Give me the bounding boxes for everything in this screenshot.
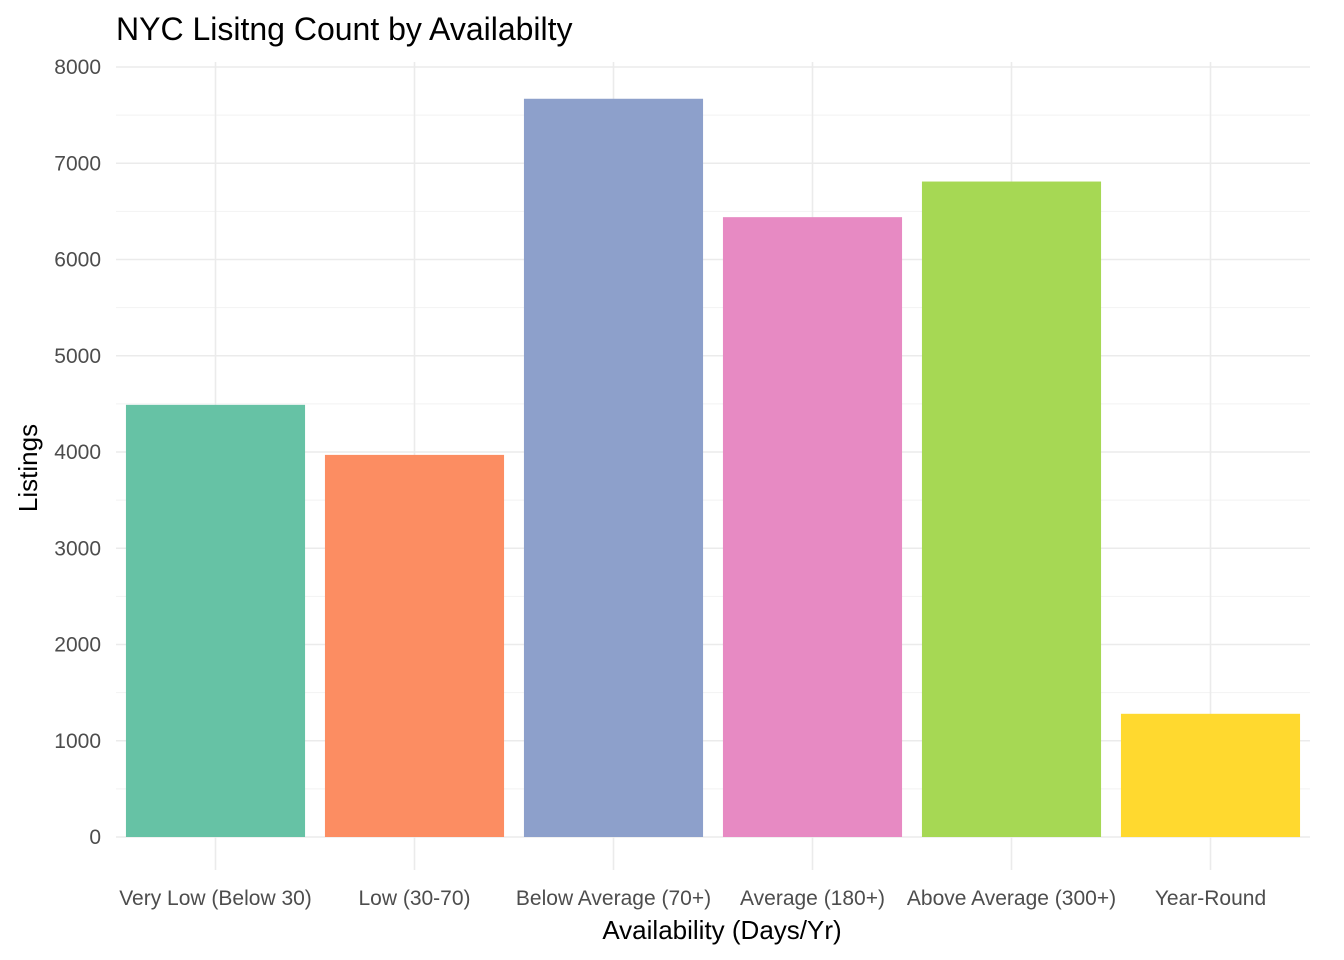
y-tick-labels: 0 1000 2000 3000 4000 5000 6000 7000 8000 (54, 56, 101, 849)
bars (125, 98, 1301, 838)
y-tick-label: 8000 (54, 56, 101, 79)
y-tick-label: 1000 (54, 730, 101, 753)
bar (722, 217, 903, 837)
x-tick-labels: Very Low (Below 30) Low (30-70) Below Aver… (119, 887, 1266, 910)
y-tick-label: 7000 (54, 152, 101, 175)
x-tick-label: Below Average (70+) (516, 887, 711, 910)
chart-title: NYC Lisitng Count by Availabilty (116, 11, 573, 47)
x-axis-title: Availability (Days/Yr) (602, 915, 841, 945)
y-tick-label: 2000 (54, 634, 101, 657)
y-tick-label: 3000 (54, 537, 101, 560)
bar (1120, 713, 1301, 837)
y-tick-label: 6000 (54, 249, 101, 272)
x-tick-label: Above Average (300+) (907, 887, 1116, 910)
y-tick-label: 0 (89, 826, 101, 849)
y-tick-label: 4000 (54, 441, 101, 464)
bar (523, 98, 704, 837)
bar (324, 454, 505, 837)
y-tick-label: 5000 (54, 345, 101, 368)
x-tick-label: Year-Round (1155, 887, 1266, 910)
x-tick-label: Low (30-70) (358, 887, 470, 910)
bar (125, 404, 306, 837)
x-tick-label: Average (180+) (740, 887, 885, 910)
bar (921, 181, 1102, 838)
x-tick-label: Very Low (Below 30) (119, 887, 312, 910)
y-axis-title: Listings (13, 424, 43, 512)
